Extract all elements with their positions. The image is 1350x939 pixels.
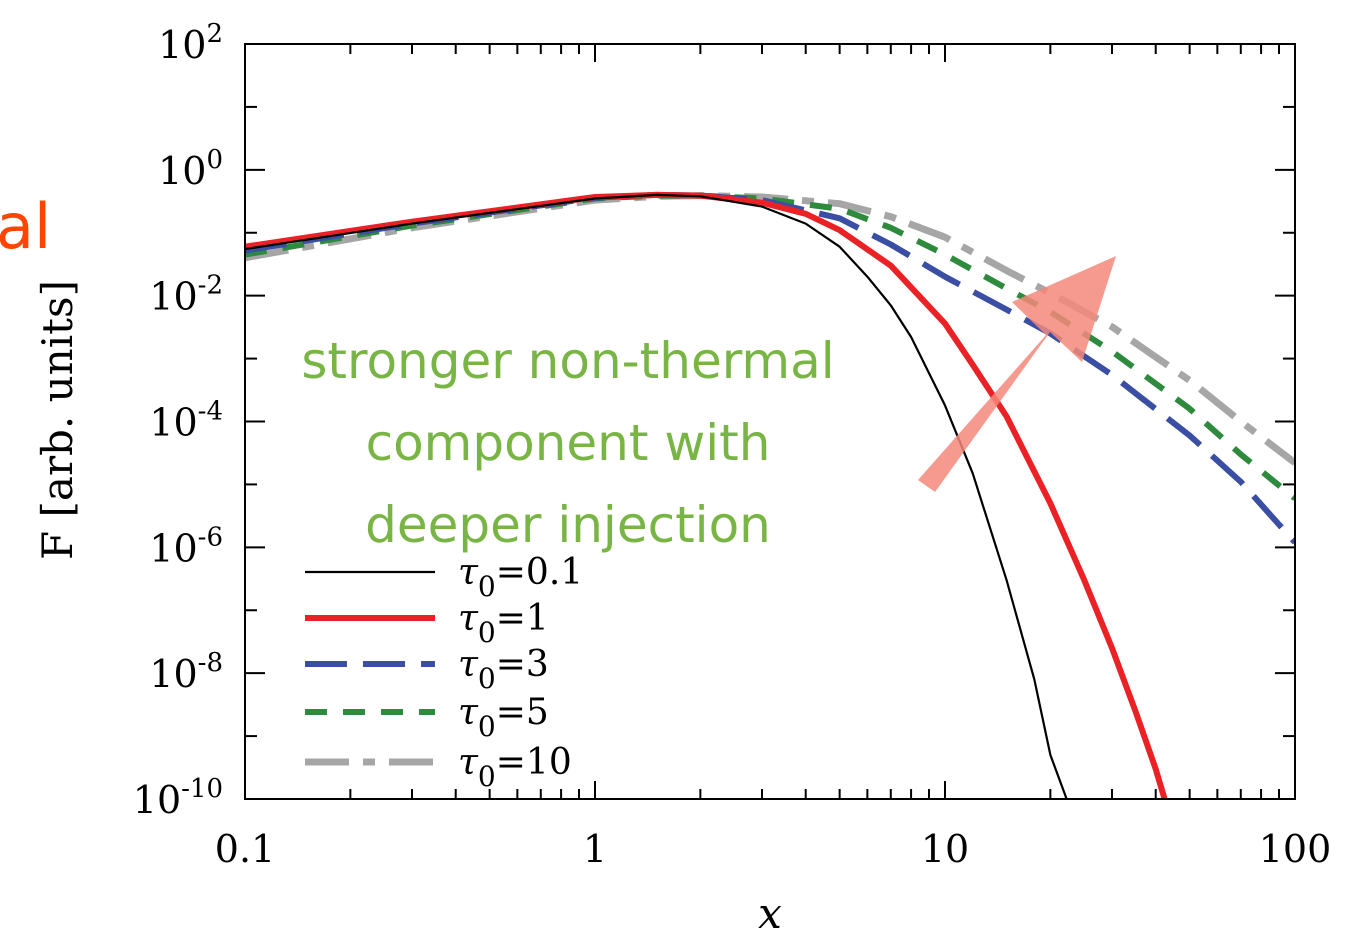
x-axis-label: x (758, 889, 782, 938)
x-tick-label: 10 (921, 827, 969, 871)
legend-label-t3: τ0=3 (458, 644, 549, 695)
y-tick-label: 10-2 (149, 271, 223, 319)
annotation-arrow (918, 256, 1116, 492)
cropped-side-text: al (0, 190, 51, 263)
series-line-t01 (245, 193, 1068, 799)
annotation-line-3: deeper injection (365, 496, 771, 554)
y-tick-labels: 10-10 10-8 10-6 10-4 10-2 100 102 (133, 19, 223, 822)
arrow-shape (918, 256, 1116, 492)
x-tick-label: 100 (1259, 827, 1332, 871)
series-line-t5 (245, 192, 1295, 501)
legend-label-t1: τ0=1 (458, 598, 549, 649)
y-axis-label: F [arb. units] (33, 280, 82, 560)
x-tick-label: 0.1 (215, 827, 275, 871)
plot-series (245, 191, 1295, 799)
legend: τ0=0.1τ0=1τ0=3τ0=5τ0=10 (305, 552, 583, 793)
y-tick-label: 10-6 (149, 522, 223, 570)
legend-label-t01: τ0=0.1 (458, 552, 583, 603)
x-tick-label: 1 (583, 827, 607, 871)
annotation-line-1: stronger non-thermal (301, 332, 834, 390)
x-tick-labels: 0.1 1 10 100 (215, 827, 1331, 871)
tick-marks (244, 43, 1295, 800)
y-tick-label: 10-4 (149, 397, 223, 445)
legend-label-t5: τ0=5 (458, 692, 549, 743)
legend-label-t10: τ0=10 (458, 742, 572, 793)
y-tick-label: 102 (158, 19, 223, 67)
y-tick-label: 10-10 (133, 774, 223, 822)
y-tick-label: 10-8 (149, 648, 223, 696)
annotation-line-2: component with (366, 414, 771, 472)
y-tick-label: 100 (158, 145, 223, 193)
annotation-text: stronger non-thermal component with deep… (301, 332, 834, 554)
